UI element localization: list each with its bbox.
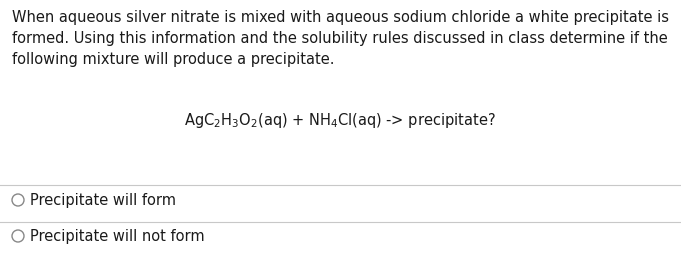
Text: Precipitate will not form: Precipitate will not form <box>30 228 204 243</box>
Text: AgC$_2$H$_3$O$_2$(aq) + NH$_4$Cl(aq) -> precipitate?: AgC$_2$H$_3$O$_2$(aq) + NH$_4$Cl(aq) -> … <box>184 110 496 129</box>
Text: Precipitate will form: Precipitate will form <box>30 193 176 208</box>
Text: When aqueous silver nitrate is mixed with aqueous sodium chloride a white precip: When aqueous silver nitrate is mixed wit… <box>12 10 669 67</box>
